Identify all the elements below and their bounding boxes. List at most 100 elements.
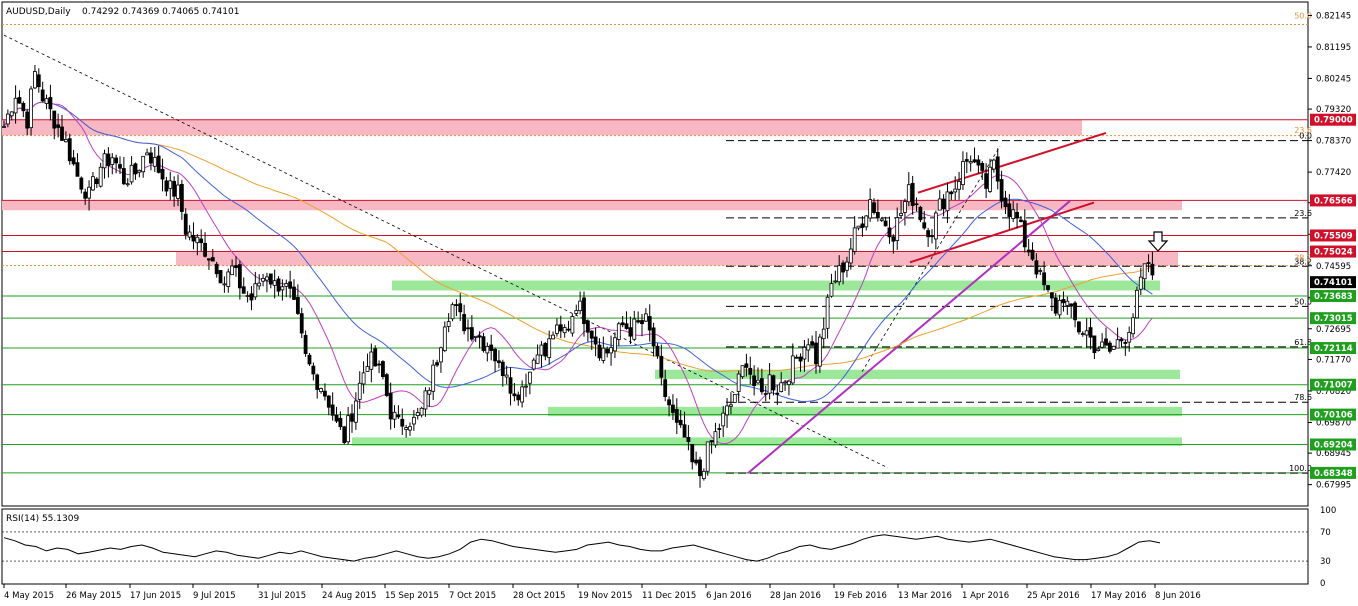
candle-body bbox=[214, 263, 219, 275]
candle-body bbox=[744, 363, 749, 368]
candle-body bbox=[25, 111, 30, 129]
candle-body bbox=[353, 400, 358, 423]
down-arrow-icon bbox=[1147, 231, 1169, 252]
candle-body bbox=[226, 271, 231, 287]
candle-body bbox=[164, 180, 169, 192]
candle-body bbox=[686, 436, 691, 442]
fib-large-label: 23.6 bbox=[1294, 126, 1312, 135]
candle-body bbox=[725, 405, 729, 416]
candle-body bbox=[817, 336, 822, 367]
price-tick-label: 0.71770 bbox=[1316, 355, 1351, 365]
candle-body bbox=[562, 327, 567, 334]
zones-layer bbox=[2, 119, 1182, 446]
candle-body bbox=[253, 283, 258, 298]
candle-body bbox=[659, 355, 664, 378]
candle-body bbox=[94, 178, 99, 185]
candle-body bbox=[906, 184, 911, 203]
candle-body bbox=[1042, 272, 1047, 286]
candle-body bbox=[624, 323, 629, 329]
fib-label: 0.0 bbox=[1299, 132, 1312, 141]
rsi-panel-frame bbox=[1, 508, 1309, 585]
uptrend-line bbox=[747, 200, 1071, 474]
candle-body bbox=[384, 374, 389, 396]
ma-fast-line bbox=[3, 101, 1153, 445]
candle-body bbox=[473, 335, 478, 338]
date-tick-label: 7 Oct 2015 bbox=[449, 591, 496, 601]
price-tag-label: 0.73015 bbox=[1314, 314, 1353, 324]
candle-body bbox=[48, 97, 53, 110]
candle-body bbox=[551, 334, 555, 340]
candle-body bbox=[442, 326, 447, 352]
candle-body bbox=[802, 346, 807, 360]
candle-body bbox=[462, 314, 467, 332]
candle-body bbox=[361, 372, 366, 385]
date-tick-label: 25 Apr 2016 bbox=[1027, 591, 1080, 601]
candle-body bbox=[910, 182, 915, 206]
candle-body bbox=[516, 394, 521, 401]
candle-body bbox=[450, 304, 455, 320]
date-tick-label: 13 Mar 2016 bbox=[898, 591, 952, 601]
candle-body bbox=[868, 199, 873, 219]
candle-body bbox=[647, 316, 652, 331]
candle-body bbox=[1080, 333, 1085, 335]
candle-body bbox=[636, 320, 641, 323]
price-tick-label: 0.68945 bbox=[1316, 449, 1351, 459]
candle-body bbox=[411, 416, 416, 425]
candle-body bbox=[183, 213, 188, 235]
support-zone bbox=[352, 437, 1182, 446]
candle-body bbox=[794, 356, 799, 359]
candle-body bbox=[404, 427, 409, 430]
candle-body bbox=[682, 424, 687, 438]
candle-body bbox=[547, 338, 552, 358]
candle-body bbox=[655, 345, 660, 357]
candles-layer bbox=[2, 64, 1155, 488]
candle-body bbox=[524, 385, 528, 388]
date-tick-label: 26 May 2015 bbox=[66, 591, 121, 601]
candle-body bbox=[497, 360, 501, 364]
candle-body bbox=[620, 322, 625, 326]
candle-body bbox=[984, 173, 989, 189]
candle-body bbox=[933, 212, 938, 240]
candle-body bbox=[13, 97, 18, 114]
candle-body bbox=[75, 162, 80, 177]
candle-body bbox=[222, 283, 227, 286]
candle-body bbox=[466, 327, 470, 330]
price-tag bbox=[1310, 408, 1356, 421]
candle-body bbox=[763, 393, 768, 395]
candle-body bbox=[218, 270, 223, 284]
price-tick-label: 0.72695 bbox=[1316, 325, 1351, 335]
fib-label: 78.6 bbox=[1294, 393, 1312, 402]
candle-body bbox=[17, 97, 22, 104]
candle-body bbox=[83, 191, 88, 199]
rsi-label: RSI(14) 55.1309 bbox=[6, 514, 79, 524]
price-tick-label: 0.82145 bbox=[1316, 11, 1351, 21]
candle-body bbox=[504, 374, 509, 378]
candle-body bbox=[187, 231, 192, 238]
candle-body bbox=[56, 124, 61, 128]
candle-body bbox=[779, 382, 784, 392]
candle-body bbox=[446, 321, 451, 327]
candle-body bbox=[210, 257, 215, 262]
horizontal-levels-layer bbox=[2, 24, 1308, 474]
candle-body bbox=[698, 459, 702, 477]
channel-top-line bbox=[917, 132, 1107, 194]
candle-body bbox=[265, 276, 269, 281]
candle-body bbox=[1073, 302, 1077, 321]
candle-body bbox=[303, 334, 308, 354]
candle-body bbox=[945, 191, 950, 212]
candle-body bbox=[1096, 348, 1101, 351]
candle-body bbox=[179, 184, 184, 212]
price-tag-label: 0.72114 bbox=[1314, 344, 1353, 354]
resistance-zone bbox=[2, 200, 1182, 211]
candle-body bbox=[67, 138, 72, 162]
candle-body bbox=[609, 347, 613, 354]
candle-body bbox=[230, 265, 235, 276]
candle-body bbox=[988, 166, 992, 192]
candle-body bbox=[323, 390, 327, 397]
candle-body bbox=[439, 347, 443, 363]
candle-body bbox=[431, 364, 436, 392]
candle-body bbox=[392, 411, 397, 420]
candle-body bbox=[589, 330, 594, 339]
candle-body bbox=[729, 404, 733, 407]
price-tick-label: 0.70820 bbox=[1316, 387, 1351, 397]
